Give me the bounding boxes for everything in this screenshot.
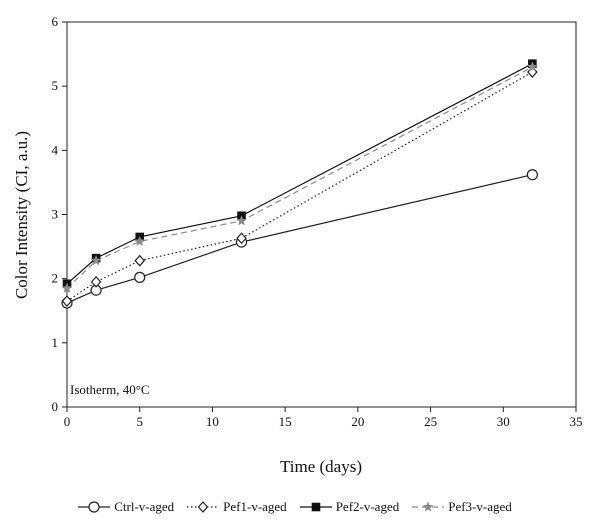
legend-swatch-pef3-v-aged xyxy=(412,501,445,512)
legend-item-pef1-v-aged: Pef1-v-aged xyxy=(186,499,287,515)
legend-swatch-pef2-v-aged xyxy=(299,502,332,512)
data-point-pef3-v-aged xyxy=(90,255,102,266)
y-tick-label: 5 xyxy=(52,78,59,93)
legend: Ctrl-v-aged Pef1-v-aged Pef2-v-aged Pef3-v-… xyxy=(0,494,589,520)
chart: 0 5 10 15 20 25 30 35 0 1 2 3 4 5 6 Time (days) Color … xyxy=(12,14,583,476)
x-tick-label: 0 xyxy=(64,414,71,429)
series-line-pef3-v-aged xyxy=(66,66,533,289)
legend-label: Pef1-v-aged xyxy=(223,499,287,514)
x-axis-label: Time (days) xyxy=(280,457,362,476)
legend-marker xyxy=(88,501,100,513)
y-tick-label: 4 xyxy=(52,142,59,157)
y-tick-label: 3 xyxy=(52,207,59,222)
x-tick-label: 5 xyxy=(136,414,143,429)
legend-marker xyxy=(422,501,434,512)
data-point-pef1-v-aged xyxy=(134,254,146,267)
data-point-pef1-v-aged xyxy=(61,295,73,308)
plot-frame xyxy=(66,21,577,408)
x-tick-label: 35 xyxy=(570,414,583,429)
x-tick-label: 30 xyxy=(497,414,510,429)
data-point-pef1-v-aged xyxy=(90,275,102,288)
isotherm-annotation: Isotherm, 40°C xyxy=(70,382,150,397)
data-point-pef3-v-aged xyxy=(526,61,538,72)
y-tick-label: 2 xyxy=(52,271,59,286)
data-point-ctrl-v-aged xyxy=(526,169,538,181)
data-point-ctrl-v-aged xyxy=(134,271,146,283)
data-point-pef1-v-aged xyxy=(236,232,247,245)
x-tick-label: 15 xyxy=(279,414,292,429)
legend-label: Ctrl-v-aged xyxy=(114,499,175,514)
x-tick-label: 20 xyxy=(351,414,364,429)
legend-label: Pef3-v-aged xyxy=(448,499,512,514)
legend-swatch-ctrl-v-aged xyxy=(78,501,111,513)
legend-item-ctrl-v-aged: Ctrl-v-aged xyxy=(77,499,174,515)
data-point-pef3-v-aged xyxy=(61,282,73,293)
legend-item-pef2-v-aged: Pef2-v-aged xyxy=(299,499,400,515)
series-line-pef2-v-aged xyxy=(66,63,533,285)
legend-label: Pef2-v-aged xyxy=(335,499,400,514)
legend-marker xyxy=(197,501,209,513)
y-tick-label: 1 xyxy=(52,335,59,350)
data-point-pef3-v-aged xyxy=(134,235,146,247)
y-tick-label: 6 xyxy=(52,14,59,29)
plot-area: 0 5 10 15 20 25 30 35 0 1 2 3 4 5 6 xyxy=(52,14,583,429)
series-line-pef1-v-aged xyxy=(66,71,533,302)
x-tick-label: 10 xyxy=(206,414,219,429)
legend-item-pef3-v-aged: Pef3-v-aged xyxy=(411,499,512,515)
x-tick-label: 25 xyxy=(424,414,437,429)
y-tick-label: 0 xyxy=(52,399,59,414)
legend-swatch-pef1-v-aged xyxy=(187,501,220,513)
legend-marker xyxy=(311,502,320,512)
y-axis-label: Color Intensity (CI, a.u.) xyxy=(12,131,31,299)
data-point-pef3-v-aged xyxy=(236,215,247,226)
